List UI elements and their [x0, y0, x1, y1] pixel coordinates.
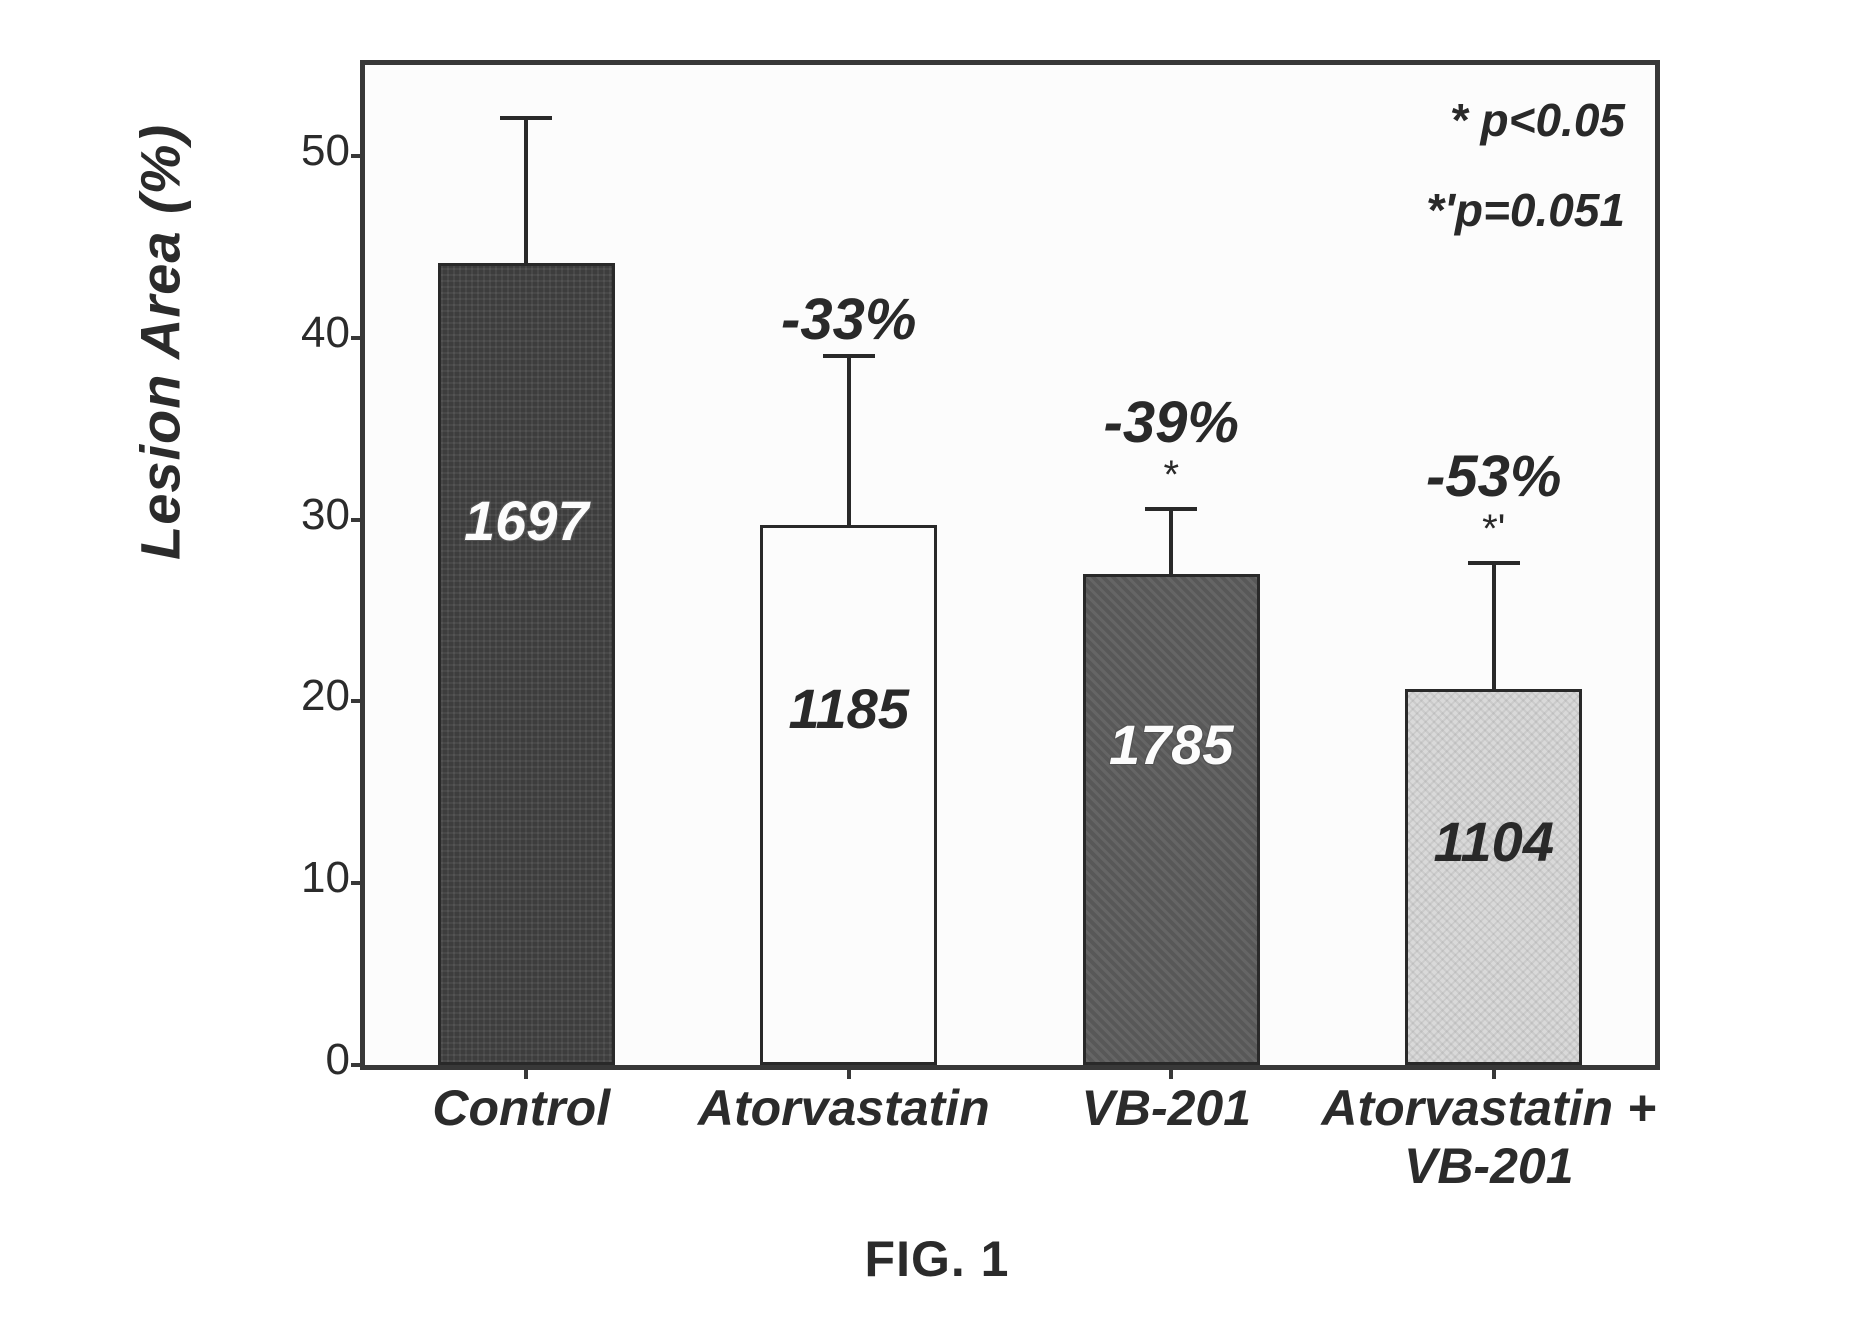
y-tick-label: 0	[150, 1035, 350, 1085]
x-tick-mark	[847, 1065, 851, 1079]
y-tick-label: 20	[150, 671, 350, 721]
error-bar	[847, 356, 851, 525]
bar-0	[438, 263, 615, 1065]
y-tick-mark	[351, 154, 365, 158]
figure-caption: FIG. 1	[865, 1230, 1010, 1288]
bar-value-label: 1104	[1434, 809, 1554, 874]
error-bar	[524, 118, 528, 263]
x-tick-mark	[524, 1065, 528, 1079]
x-category-label: Atorvastatin	[698, 1080, 990, 1138]
x-tick-mark	[1169, 1065, 1173, 1079]
y-tick-mark	[351, 1063, 365, 1067]
bar-value-label: 1185	[789, 676, 909, 741]
legend-note: *'p=0.051	[1426, 183, 1625, 237]
y-tick-mark	[351, 881, 365, 885]
y-tick-label: 50	[150, 126, 350, 176]
y-tick-label: 10	[150, 853, 350, 903]
figure-container: Lesion Area (%) 16971185-33%1785-39%*110…	[140, 40, 1734, 1296]
error-bar-cap	[500, 116, 552, 120]
significance-mark: *	[1163, 453, 1179, 498]
bar-value-label: 1697	[464, 488, 589, 553]
bar-3	[1405, 689, 1582, 1065]
x-category-label: Atorvastatin + VB-201	[1321, 1080, 1656, 1195]
legend-note: * p<0.05	[1450, 93, 1625, 147]
x-category-label: Control	[432, 1080, 610, 1138]
error-bar-cap	[823, 354, 875, 358]
x-tick-mark	[1492, 1065, 1496, 1079]
pct-change-label: -39%	[1104, 389, 1239, 456]
error-bar	[1169, 509, 1173, 574]
y-tick-mark	[351, 518, 365, 522]
y-tick-label: 30	[150, 490, 350, 540]
bar-value-label: 1785	[1109, 712, 1234, 777]
y-tick-label: 40	[150, 308, 350, 358]
y-tick-mark	[351, 699, 365, 703]
error-bar-cap	[1468, 561, 1520, 565]
bar-2	[1083, 574, 1260, 1065]
significance-mark: *'	[1482, 507, 1505, 552]
error-bar	[1492, 563, 1496, 688]
x-category-label: VB-201	[1081, 1080, 1251, 1138]
pct-change-label: -53%	[1426, 443, 1561, 510]
pct-change-label: -33%	[781, 286, 916, 353]
bar-1	[760, 525, 937, 1065]
error-bar-cap	[1145, 507, 1197, 511]
plot-area: 1697 1185 -33% 1785 -39%* 1104 -53%*' * p<0.05 *…	[360, 60, 1660, 1070]
y-tick-mark	[351, 336, 365, 340]
